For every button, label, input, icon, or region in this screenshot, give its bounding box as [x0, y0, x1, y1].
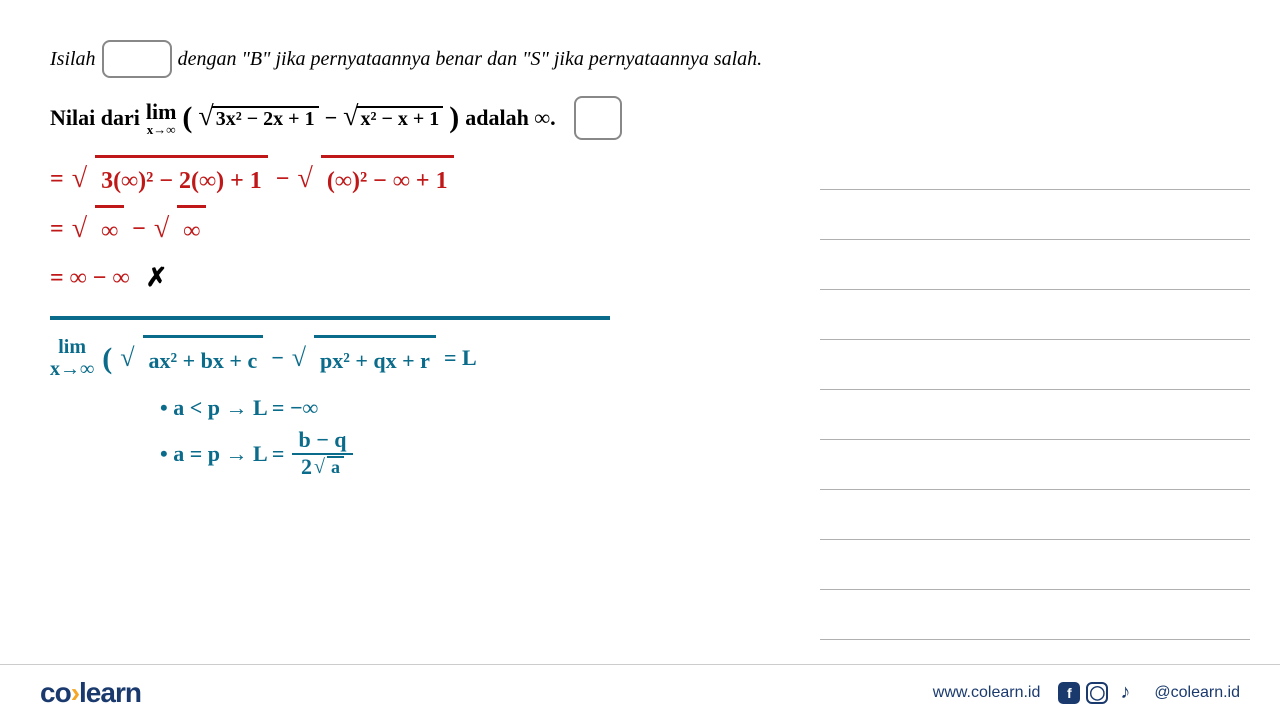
logo: co›learn: [40, 677, 141, 709]
lim-hand: lim x→∞: [50, 336, 94, 380]
lim-text: lim: [146, 101, 177, 123]
lparen: (: [102, 330, 112, 387]
fill-blank-box[interactable]: [102, 40, 172, 78]
lim-bot: x→∞: [50, 358, 94, 380]
ruled-note-area: [820, 140, 1250, 640]
lparen: (: [182, 107, 192, 129]
red-line3-text: = ∞ − ∞: [50, 257, 130, 300]
logo-accent: ›: [71, 677, 79, 708]
instruction-prefix: Isilah: [50, 48, 96, 71]
logo-co: co: [40, 677, 71, 708]
tiktok-icon[interactable]: ♪: [1114, 682, 1136, 704]
blue-sqrt1: ax² + bx + c: [143, 335, 264, 382]
minus: −: [271, 337, 284, 379]
footer-handle[interactable]: @colearn.id: [1154, 684, 1240, 702]
radical-icon: √: [314, 456, 325, 478]
sqrt2-body: x² − x + 1: [357, 106, 444, 131]
problem-lead: Nilai dari: [50, 105, 140, 131]
instagram-icon[interactable]: ◯: [1086, 682, 1108, 704]
frac-den: 2 √ a: [295, 455, 350, 479]
ruled-line: [820, 390, 1250, 440]
ruled-line: [820, 140, 1250, 190]
radical-icon: √: [120, 333, 134, 382]
ruled-line: [820, 240, 1250, 290]
radical-icon: √: [154, 204, 169, 254]
red-sqrt1b: ∞: [95, 205, 124, 253]
sqrt1: √ 3x² − 2x + 1: [198, 106, 318, 131]
minus: −: [325, 105, 338, 131]
red-sqrt1: 3(∞)² − 2(∞) + 1: [95, 155, 268, 203]
section-divider: [50, 316, 610, 320]
answer-box[interactable]: [574, 96, 622, 140]
radical-icon: √: [72, 204, 87, 254]
facebook-icon[interactable]: f: [1058, 682, 1080, 704]
ruled-line: [820, 340, 1250, 390]
bullet2-pre: • a = p → L =: [160, 433, 284, 475]
problem-tail: adalah ∞.: [465, 105, 555, 131]
radical-icon: √: [292, 333, 306, 382]
footer: co›learn www.colearn.id f ◯ ♪ @colearn.i…: [0, 664, 1280, 720]
red-sqrt2: (∞)² − ∞ + 1: [321, 155, 454, 203]
eq: =: [50, 208, 64, 251]
frac-num: b − q: [292, 428, 352, 454]
lim-sub: x→∞: [147, 123, 176, 136]
ruled-line: [820, 290, 1250, 340]
sqrt1-body: 3x² − 2x + 1: [212, 106, 319, 131]
footer-url[interactable]: www.colearn.id: [933, 684, 1041, 702]
problem-row: Nilai dari lim x→∞ ( √ 3x² − 2x + 1 − √ …: [50, 96, 1240, 140]
blue-sqrt2: px² + qx + r: [314, 335, 436, 382]
radical-icon: √: [297, 154, 312, 204]
sqrt2: √ x² − x + 1: [343, 106, 443, 131]
lim-top: lim: [58, 336, 86, 358]
social-icons: f ◯ ♪: [1058, 682, 1136, 704]
ruled-line: [820, 540, 1250, 590]
instruction-line: Isilah dengan "B" jika pernyataannya ben…: [50, 40, 1240, 78]
instruction-suffix: dengan "B" jika pernyataannya benar dan …: [178, 48, 763, 71]
ruled-line: [820, 440, 1250, 490]
minus: −: [276, 158, 290, 201]
bullet1-text: • a < p → L = −∞: [160, 387, 318, 429]
den-sqrt: a: [327, 456, 344, 478]
ruled-line: [820, 490, 1250, 540]
rparen: ): [449, 107, 459, 129]
eq: =: [50, 158, 64, 201]
eq-L: = L: [444, 337, 477, 379]
x-mark-icon: ✗: [146, 255, 168, 302]
ruled-line: [820, 190, 1250, 240]
problem-statement: Nilai dari lim x→∞ ( √ 3x² − 2x + 1 − √ …: [50, 101, 556, 136]
footer-right: www.colearn.id f ◯ ♪ @colearn.id: [933, 682, 1240, 704]
ruled-line: [820, 590, 1250, 640]
den-2: 2: [301, 455, 312, 479]
limit-notation: lim x→∞: [146, 101, 177, 136]
red-sqrt2b: ∞: [177, 205, 206, 253]
logo-learn: learn: [79, 677, 141, 708]
minus: −: [132, 208, 146, 251]
radical-icon: √: [72, 154, 87, 204]
fraction: b − q 2 √ a: [292, 428, 352, 478]
